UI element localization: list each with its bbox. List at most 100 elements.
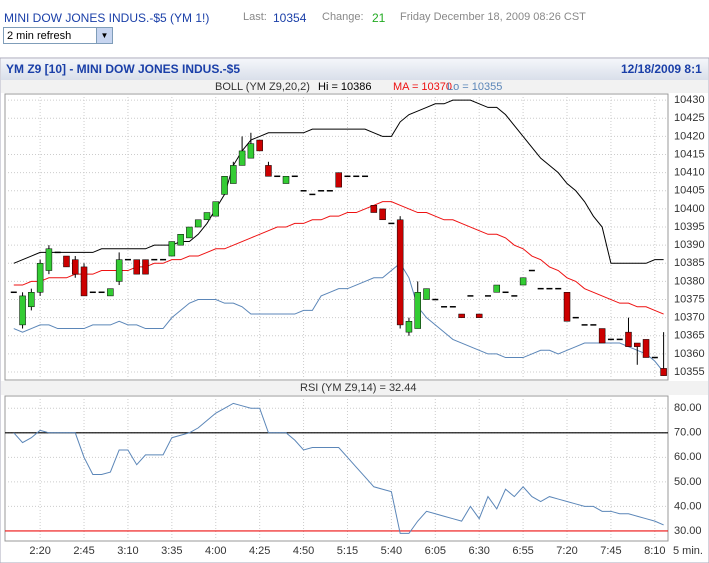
candle-body <box>142 259 149 275</box>
y-tick-label: 30.00 <box>674 525 702 537</box>
y-tick-label: 10410 <box>674 167 705 179</box>
dropdown-arrow: ▼ <box>96 28 112 43</box>
legend-entry: MA = 10370 <box>393 81 452 93</box>
x-tick-label: 6:05 <box>425 545 446 557</box>
y-tick-label: 10420 <box>674 130 705 142</box>
x-tick-label: 5:15 <box>337 545 358 557</box>
y-tick-label: 10415 <box>674 148 705 160</box>
last-label: Last: <box>243 11 267 23</box>
x-axis-label: 5 min. <box>673 545 703 557</box>
x-tick-label: 7:45 <box>600 545 621 557</box>
y-tick-label: 10430 <box>674 94 705 106</box>
y-tick-label: 10375 <box>674 293 705 305</box>
frame <box>0 57 709 563</box>
y-tick-label: 70.00 <box>674 427 702 439</box>
legend-entry: Lo = 10355 <box>447 81 502 93</box>
y-tick-label: 10400 <box>674 203 705 215</box>
rsi-legend-bar <box>1 381 708 395</box>
candle-body <box>642 339 650 358</box>
candle-body <box>194 219 202 228</box>
candle-body <box>256 139 263 152</box>
change-value: 21 <box>372 11 386 25</box>
x-tick-label: 4:50 <box>293 545 314 557</box>
candle-body <box>423 288 430 300</box>
candle-body <box>335 172 342 188</box>
panel-date: 12/18/2009 8:1 <box>621 62 702 76</box>
x-tick-label: 3:10 <box>117 545 138 557</box>
refresh-select[interactable]: 2 min refresh ▼ <box>3 27 113 44</box>
last-value: 10354 <box>273 11 307 25</box>
rsi-label: RSI (YM Z9,14) = 32.44 <box>300 382 416 394</box>
y-tick-label: 60.00 <box>674 451 702 463</box>
candle-body <box>493 284 501 293</box>
y-tick-label: 10425 <box>674 112 705 124</box>
y-tick-label: 10380 <box>674 275 705 287</box>
y-tick-label: 10405 <box>674 185 705 197</box>
y-tick-label: 10390 <box>674 239 705 251</box>
candle-body <box>133 259 140 275</box>
rsi-line <box>13 402 664 534</box>
candle-body <box>238 150 246 166</box>
candle-body <box>230 165 237 184</box>
x-tick-label: 6:30 <box>468 545 489 557</box>
candle-body <box>405 321 413 333</box>
candle-body <box>28 292 35 308</box>
candle-body <box>414 292 421 329</box>
candle-body <box>598 328 606 344</box>
candle-body <box>247 143 255 159</box>
candle-body <box>370 205 378 213</box>
y-tick-label: 10395 <box>674 221 705 233</box>
y-tick-label: 10360 <box>674 348 705 360</box>
candle-body <box>379 208 386 221</box>
rsi-plot-border <box>4 395 669 542</box>
x-tick-label: 8:10 <box>644 545 665 557</box>
y-tick-label: 10370 <box>674 312 705 324</box>
candle-body <box>168 241 176 257</box>
symbol: MINI DOW JONES INDUS.-$5 (YM 1!) <box>4 11 210 25</box>
candle-body <box>221 176 228 195</box>
candle-body <box>625 331 632 347</box>
main-plot-border <box>4 93 669 381</box>
x-tick-label: 6:55 <box>512 545 533 557</box>
candle-body <box>660 368 667 376</box>
datetime: Friday December 18, 2009 08:26 CST <box>400 11 586 23</box>
y-tick-label: 80.00 <box>674 402 702 414</box>
y-tick-label: 10355 <box>674 366 705 378</box>
legend-entry: Hi = 10386 <box>318 81 372 93</box>
candle-body <box>396 219 404 326</box>
candle-body <box>563 292 571 322</box>
candle-body <box>72 259 79 275</box>
candle-body <box>63 255 70 268</box>
x-tick-label: 2:20 <box>29 545 50 557</box>
candle-body <box>475 313 483 318</box>
refresh-text: 2 min refresh <box>7 30 72 42</box>
study-label: BOLL (YM Z9,20,2) <box>215 81 310 93</box>
band-line <box>13 99 664 264</box>
x-tick-label: 2:45 <box>73 545 94 557</box>
x-tick-label: 5:40 <box>381 545 402 557</box>
x-tick-label: 7:20 <box>556 545 577 557</box>
candle-body <box>458 313 465 318</box>
candle-body <box>36 263 44 293</box>
x-tick-label: 4:25 <box>249 545 270 557</box>
candle-body <box>45 248 53 271</box>
candle-body <box>177 234 184 246</box>
band-line <box>13 262 664 373</box>
candle-body <box>115 259 123 282</box>
candle-body <box>19 295 26 326</box>
candle-body <box>634 342 641 347</box>
y-tick-label: 10385 <box>674 257 705 269</box>
y-tick-label: 50.00 <box>674 476 702 488</box>
panel-title: YM Z9 [10] - MINI DOW JONES INDUS.-$5 <box>6 62 240 76</box>
candle-body <box>519 277 527 286</box>
plots: 10355 10360 10365 10370 10375 10380 10385 10390… <box>5 81 705 557</box>
candle-body <box>265 165 272 177</box>
x-tick-label: 4:00 <box>205 545 226 557</box>
candle-body <box>107 288 114 297</box>
candle-body <box>203 212 211 221</box>
candle-body <box>282 176 290 184</box>
candle-body <box>186 226 193 239</box>
change-label: Change: <box>322 11 364 23</box>
